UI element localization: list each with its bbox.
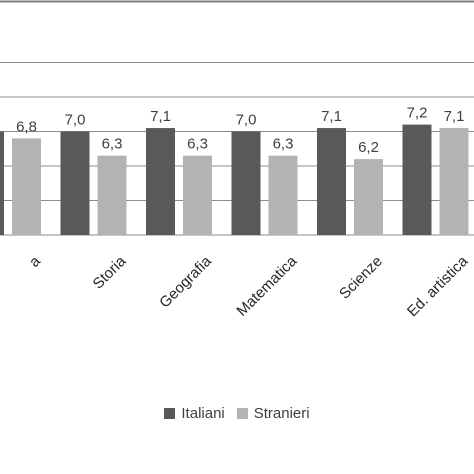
data-label: 6,3: [102, 136, 123, 153]
data-label: 6,3: [273, 136, 294, 153]
data-label: 7,1: [444, 108, 465, 125]
legend-label-italiani: Italiani: [181, 404, 225, 422]
bar-italiani: [146, 128, 175, 235]
legend-label-stranieri: Stranieri: [253, 404, 310, 422]
bar-stranieri: [97, 155, 127, 235]
data-label: 7,0: [65, 112, 86, 129]
bar-italiani: [231, 131, 261, 235]
bar-stranieri: [12, 138, 41, 235]
category-tick-label: Ed. artistica: [404, 252, 472, 320]
category-tick-label: Scienze: [336, 253, 386, 303]
bar-italiani: [402, 124, 432, 235]
category-tick-label: Storia: [90, 252, 130, 292]
bar-stranieri: [183, 155, 212, 235]
bars: [0, 124, 469, 235]
legend-item-stranieri: Stranieri: [236, 404, 310, 422]
category-tick-label: Matematica: [233, 252, 300, 319]
data-label: 6,8: [16, 118, 37, 135]
category-tick-label: Geografia: [156, 252, 215, 311]
bar-italiani: [60, 131, 90, 235]
data-label: 7,1: [321, 108, 342, 125]
data-label: 6,3: [187, 136, 208, 153]
legend: Italiani Stranieri: [0, 402, 474, 424]
bar-stranieri: [354, 159, 383, 235]
bar-stranieri: [268, 155, 298, 235]
bar-italiani: [317, 128, 346, 235]
legend-item-italiani: Italiani: [164, 404, 225, 422]
data-label: 7,1: [150, 108, 171, 125]
bar-italiani: [0, 131, 4, 235]
legend-swatch-italiani: [164, 407, 176, 419]
data-labels: 7,0 7,1 7,0 7,1 7,2 6,8 6,3 6,3 6,3 6,2 7,1: [16, 105, 464, 157]
bar-stranieri: [439, 128, 469, 235]
category-tick-labels: a Storia Geografia Matematica Scienze Ed. art…: [26, 252, 472, 320]
data-label: 7,2: [407, 105, 428, 122]
category-tick-label: a: [26, 252, 44, 270]
legend-swatch-stranieri: [236, 407, 248, 419]
data-label: 7,0: [236, 112, 257, 129]
data-label: 6,2: [358, 139, 379, 156]
